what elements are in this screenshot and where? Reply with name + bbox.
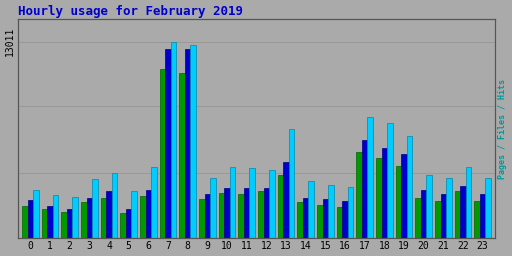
Bar [145,190,151,238]
Bar [348,187,353,238]
Bar [165,49,171,238]
Bar [460,186,466,238]
Bar [120,214,126,238]
Bar [485,178,491,238]
Bar [308,181,314,238]
Bar [106,191,112,238]
Bar [140,196,145,238]
Bar [42,209,47,238]
Bar [53,195,58,238]
Bar [171,41,176,238]
Bar [421,190,426,238]
Bar [160,69,165,238]
Bar [112,173,117,238]
Bar [435,200,440,238]
Bar [249,168,255,238]
Bar [368,117,373,238]
Bar [61,212,67,238]
Bar [323,199,328,238]
Bar [230,167,236,238]
Bar [446,178,452,238]
Bar [81,202,87,238]
Bar [376,158,381,238]
Bar [190,45,196,238]
Bar [407,135,412,238]
Bar [22,206,28,238]
Bar [303,198,308,238]
Bar [474,200,480,238]
Bar [342,200,348,238]
Bar [132,191,137,238]
Bar [415,198,421,238]
Bar [185,49,190,238]
Bar [244,188,249,238]
Bar [337,207,342,238]
Bar [151,166,157,238]
Bar [426,175,432,238]
Bar [205,195,210,238]
Bar [317,205,323,238]
Bar [297,202,303,238]
Bar [47,206,53,238]
Bar [101,198,106,238]
Bar [466,166,471,238]
Bar [401,154,407,238]
Text: Hourly usage for February 2019: Hourly usage for February 2019 [17,5,243,18]
Bar [283,162,289,238]
Bar [396,166,401,238]
Bar [239,195,244,238]
Bar [73,197,78,238]
Bar [278,175,283,238]
Bar [289,130,294,238]
Bar [179,73,185,238]
Bar [264,188,269,238]
Bar [269,170,274,238]
Bar [126,209,132,238]
Bar [387,123,393,238]
Bar [362,140,368,238]
Bar [92,179,98,238]
Y-axis label: Pages / Files / Hits: Pages / Files / Hits [498,79,507,179]
Bar [258,191,264,238]
Bar [219,193,224,238]
Bar [455,191,460,238]
Bar [199,199,205,238]
Bar [328,185,333,238]
Bar [440,195,446,238]
Bar [480,195,485,238]
Bar [210,178,216,238]
Bar [28,200,33,238]
Bar [67,209,73,238]
Bar [381,148,387,238]
Bar [87,198,92,238]
Bar [33,190,39,238]
Bar [356,152,362,238]
Bar [224,188,230,238]
